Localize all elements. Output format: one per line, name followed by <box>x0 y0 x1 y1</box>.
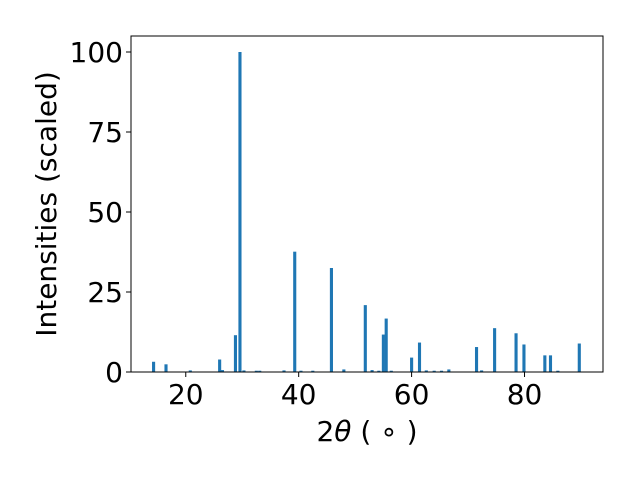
bar-9 <box>258 370 262 372</box>
bar-6 <box>238 52 242 372</box>
bar-24 <box>424 370 428 372</box>
bar-34 <box>548 355 553 372</box>
plot-frame <box>130 35 604 373</box>
x-axis-ticks: 20 40 60 80 <box>168 372 542 411</box>
bar-18 <box>377 370 381 372</box>
bar-5 <box>233 335 238 372</box>
bar-19 <box>381 334 385 372</box>
y-axis-label: Intensities (scaled) <box>30 71 63 337</box>
bar-14 <box>329 268 333 372</box>
bar-1 <box>164 364 168 372</box>
x-axis-label: 2θ ( ∘ ) <box>316 415 417 448</box>
x-tick-label: 60 <box>394 378 430 411</box>
bar-11 <box>293 251 297 372</box>
bar-23 <box>417 342 422 372</box>
bar-12 <box>299 370 303 372</box>
bars-layer <box>152 52 581 372</box>
bar-10 <box>282 370 286 372</box>
y-tick-label: 75 <box>87 116 123 149</box>
y-tick-label: 0 <box>105 356 123 389</box>
x-axis-label-theta: θ <box>334 415 351 448</box>
bar-20 <box>384 318 388 372</box>
bar-7 <box>242 370 246 372</box>
bar-25 <box>432 370 436 372</box>
bar-28 <box>474 347 479 372</box>
bar-17 <box>370 370 374 372</box>
bar-33 <box>543 355 547 372</box>
bar-27 <box>447 369 451 372</box>
bar-0 <box>152 361 156 372</box>
x-axis-label-unit: ( ∘ ) <box>351 415 417 448</box>
x-axis-label-main: 2 <box>316 415 334 448</box>
bar-4 <box>220 370 225 372</box>
y-axis-ticks: 0 25 50 75 100 <box>70 36 131 389</box>
bar-21 <box>389 370 393 372</box>
bar-13 <box>311 370 315 372</box>
y-tick-label: 100 <box>70 36 123 69</box>
y-tick-label: 50 <box>87 196 123 229</box>
bar-26 <box>439 370 444 372</box>
bar-8 <box>254 370 258 372</box>
bar-22 <box>410 357 414 372</box>
bar-35 <box>556 370 560 372</box>
bar-31 <box>514 333 518 372</box>
bar-32 <box>522 344 526 372</box>
x-tick-label: 80 <box>507 378 543 411</box>
bar-15 <box>342 369 346 372</box>
x-tick-label: 40 <box>281 378 317 411</box>
bar-16 <box>363 305 367 372</box>
x-tick-label: 20 <box>168 378 204 411</box>
bar-29 <box>480 370 484 372</box>
y-tick-label: 25 <box>87 276 123 309</box>
bar-2 <box>188 370 192 372</box>
bar-36 <box>577 343 581 372</box>
bar-3 <box>218 359 222 372</box>
bar-30 <box>493 328 497 372</box>
